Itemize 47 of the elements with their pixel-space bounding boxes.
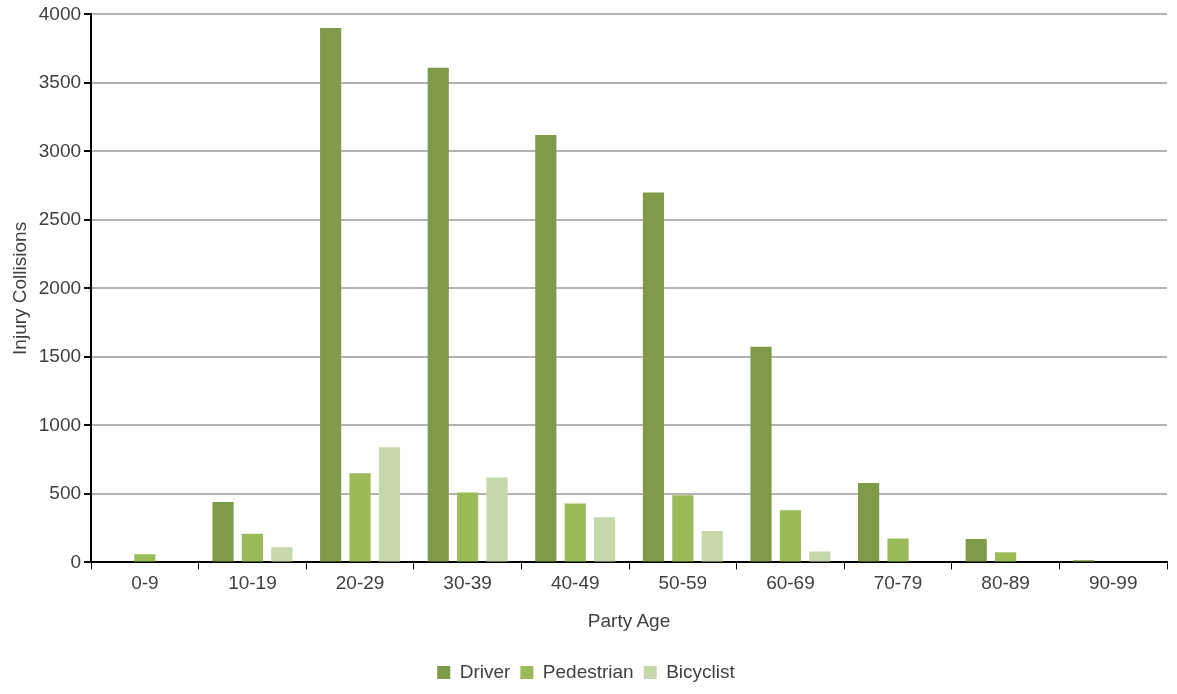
bar	[212, 502, 234, 562]
bar	[858, 482, 880, 562]
x-tick-label: 50-59	[658, 572, 708, 594]
bar	[564, 503, 586, 562]
y-tick-label: 1000	[38, 413, 82, 435]
bar	[134, 554, 156, 562]
y-tick-label: 0	[70, 550, 82, 572]
bar	[535, 134, 557, 562]
y-tick-label: 500	[49, 482, 82, 504]
x-tick-label: 90-99	[1088, 572, 1138, 594]
bar	[887, 538, 909, 562]
bar	[750, 346, 772, 562]
legend-label: Pedestrian	[542, 660, 634, 682]
y-tick-label: 4000	[38, 2, 82, 24]
x-tick-label: 10-19	[228, 572, 277, 594]
x-tick-label: 70-79	[873, 572, 923, 594]
y-tick-label: 1500	[38, 345, 82, 367]
bar	[672, 495, 694, 562]
bar	[779, 510, 802, 562]
bar	[995, 552, 1017, 562]
bar	[271, 547, 293, 562]
x-tick-label: 60-69	[766, 572, 815, 594]
y-tick-label: 3500	[38, 71, 82, 93]
bar	[809, 551, 831, 562]
bar	[349, 473, 371, 562]
y-tick-label: 2500	[38, 208, 82, 230]
x-tick-label: 40-49	[550, 572, 600, 594]
y-axis-title: Injury Collisions	[8, 221, 30, 355]
x-tick-label: 80-89	[981, 572, 1030, 594]
x-tick-label: 0-9	[131, 572, 159, 594]
bar	[701, 530, 723, 562]
x-tick-label: 30-39	[443, 572, 492, 594]
y-tick-label: 3000	[38, 139, 82, 161]
bar	[642, 192, 665, 562]
bar	[320, 28, 342, 562]
bar	[457, 492, 479, 562]
bar	[594, 517, 616, 562]
legend-label: Driver	[459, 660, 512, 682]
x-axis-title: Party Age	[587, 609, 671, 631]
bar	[965, 539, 987, 562]
legend-label: Bicyclist	[666, 660, 736, 682]
x-tick-label: 20-29	[335, 572, 385, 594]
bar	[241, 533, 264, 562]
bar	[486, 477, 508, 562]
bar	[427, 67, 449, 562]
y-tick-label: 2000	[38, 276, 82, 298]
bar	[378, 447, 401, 562]
